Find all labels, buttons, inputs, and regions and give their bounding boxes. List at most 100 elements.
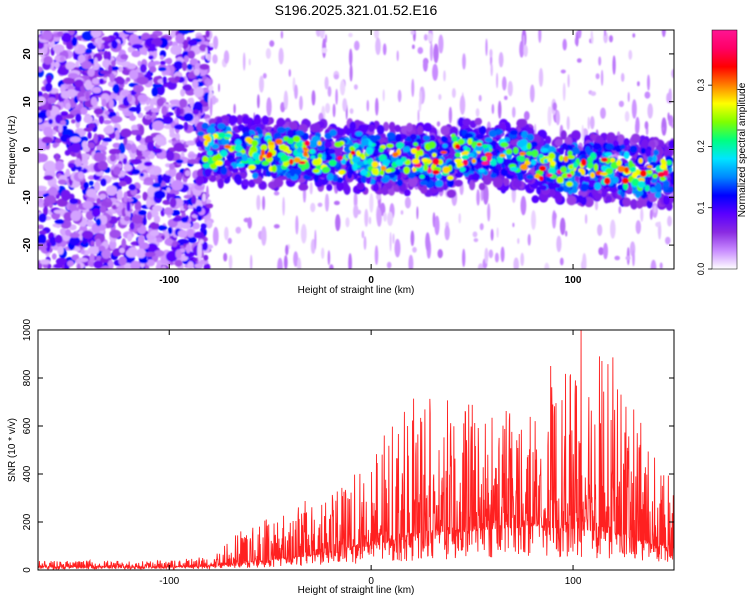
heatmap-blob (95, 218, 102, 227)
heatmap-blob (319, 30, 325, 39)
heatmap-blob (144, 251, 156, 257)
heatmap-blob (340, 79, 346, 96)
heatmap-blob (653, 205, 657, 213)
heatmap-blob (85, 91, 90, 101)
heatmap-blob (130, 158, 143, 165)
heatmap-blob (489, 48, 493, 58)
heatmap-blob (562, 185, 571, 193)
heatmap-blob (130, 260, 141, 269)
heatmap-blob (206, 150, 214, 156)
heatmap-blob (517, 238, 520, 244)
colorbar-gradient (712, 30, 737, 269)
heatmap-blob (353, 143, 359, 149)
heatmap-blob (111, 40, 118, 49)
heatmap-blob (454, 179, 463, 187)
y-tick-label: 800 (22, 369, 33, 386)
heatmap-blob (590, 116, 595, 130)
heatmap-blob (410, 230, 415, 247)
heatmap-blob (325, 34, 327, 43)
heatmap-blob (118, 181, 127, 187)
heatmap-blob (462, 118, 472, 126)
heatmap-blob (260, 144, 268, 151)
heatmap-blob (74, 79, 84, 88)
heatmap-blob (109, 229, 121, 239)
heatmap-blob (335, 214, 341, 232)
heatmap-blob (432, 158, 440, 166)
heatmap-blob (620, 72, 625, 82)
heatmap-blob (647, 103, 653, 119)
heatmap-blob (451, 88, 456, 98)
heatmap-blob (462, 159, 468, 166)
heatmap-blob (43, 175, 54, 181)
heatmap-blob (467, 138, 473, 146)
heatmap-blob (187, 159, 199, 164)
heatmap-blob (310, 238, 316, 254)
heatmap-blob (253, 117, 262, 125)
heatmap-blob (200, 223, 207, 230)
heatmap-blob (355, 131, 363, 137)
heatmap-blob (101, 248, 111, 259)
heatmap-blob (338, 170, 345, 175)
heatmap-blob (531, 195, 540, 204)
heatmap-blob (194, 68, 200, 76)
heatmap-blob (557, 186, 564, 193)
heatmap-blob (454, 143, 461, 150)
heatmap-blob (135, 104, 141, 115)
heatmap-blob (167, 226, 173, 235)
heatmap-blob (196, 141, 203, 148)
colorbar-ticks: 0.0 0.1 0.2 0.3 (696, 79, 712, 275)
heatmap-blob (332, 103, 336, 118)
heatmap-blob (600, 69, 604, 86)
heatmap-blob (404, 196, 411, 209)
heatmap-blob (547, 173, 553, 178)
heatmap-blob (125, 249, 138, 258)
heatmap-blob (336, 128, 344, 136)
heatmap-blob (520, 252, 525, 266)
heatmap-blob (149, 222, 160, 230)
heatmap-blob (203, 254, 209, 261)
heatmap-blob (85, 49, 93, 54)
heatmap-blob (410, 148, 418, 154)
y-tick-label: 20 (22, 48, 33, 60)
snr-y-axis-label: SNR (10 * v/v) (7, 418, 18, 482)
heatmap-blob (324, 76, 329, 90)
heatmap-blob (275, 138, 283, 145)
heatmap-blob (143, 180, 155, 186)
heatmap-blob (402, 146, 411, 153)
heatmap-blob (197, 131, 205, 137)
heatmap-blob (52, 223, 62, 228)
heatmap-blob (109, 148, 121, 155)
heatmap-blob (628, 160, 633, 169)
heatmap-blob (187, 97, 194, 104)
heatmap-blob (448, 178, 455, 188)
heatmap-blob (242, 142, 247, 151)
heatmap-blob (459, 166, 466, 172)
heatmap-blob (289, 158, 294, 165)
heatmap-blob (540, 147, 549, 153)
heatmap-blob (240, 159, 249, 164)
heatmap-blob (53, 209, 64, 214)
heatmap-blob (475, 144, 484, 152)
heatmap-blob (286, 149, 292, 154)
heatmap-blob (192, 79, 199, 89)
heatmap-blob (497, 100, 502, 119)
heatmap-blob (175, 106, 181, 117)
heatmap-blob (566, 116, 570, 131)
heatmap-blob (98, 245, 106, 252)
heatmap-blob (75, 113, 82, 123)
heatmap-blob (498, 52, 504, 68)
heatmap-blob (139, 258, 148, 264)
heatmap-blob (663, 195, 670, 205)
heatmap-blob (632, 249, 635, 267)
heatmap-blob (178, 30, 190, 35)
heatmap-blob (440, 125, 451, 136)
heatmap-blob (77, 54, 86, 64)
heatmap-blob (476, 189, 480, 206)
heatmap-blob (87, 68, 95, 77)
heatmap-blob (556, 160, 563, 169)
heatmap-blob (124, 111, 134, 116)
heatmap-blob (109, 239, 117, 250)
heatmap-blob (295, 215, 299, 235)
heatmap-blob (70, 210, 82, 222)
